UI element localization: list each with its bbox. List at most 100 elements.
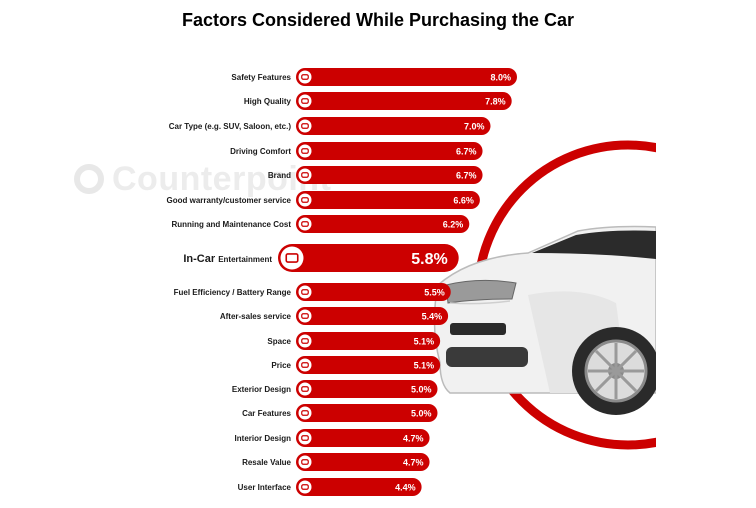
value-label: 7.0% <box>464 122 485 132</box>
icon-glyph <box>301 362 309 368</box>
interior-icon <box>298 431 312 445</box>
value-label: 7.8% <box>485 97 506 107</box>
bar-row: 5.0% Exterior Design <box>232 380 438 398</box>
category-label-part: Entertainment <box>218 255 272 264</box>
bar <box>296 215 470 233</box>
icon-glyph <box>301 459 309 465</box>
icon-glyph <box>301 197 309 203</box>
category-label: After-sales service <box>220 312 292 321</box>
value-label: 4.7% <box>403 434 424 444</box>
bar <box>296 92 512 110</box>
bar <box>296 283 451 301</box>
bar-row: 5.0% Car Features <box>242 404 438 422</box>
icon-glyph <box>301 484 309 490</box>
category-label: Car Type (e.g. SUV, Saloon, etc.) <box>169 122 292 131</box>
entertainment-icon <box>280 246 304 270</box>
maintenance-icon <box>298 217 312 231</box>
bar <box>296 142 483 160</box>
car-icon <box>433 225 656 415</box>
value-label: 6.2% <box>443 220 464 230</box>
category-label: Exterior Design <box>232 385 291 394</box>
bar <box>296 68 517 86</box>
bar <box>296 429 430 447</box>
bar <box>296 191 480 209</box>
bar <box>278 244 459 272</box>
bar-row: 5.5% Fuel Efficiency / Battery Range <box>174 283 451 301</box>
exterior-icon <box>298 382 312 396</box>
bar-row: 4.7% Resale Value <box>242 453 430 471</box>
category-label: Running and Maintenance Cost <box>171 220 291 229</box>
value-label: 8.0% <box>490 73 511 83</box>
bar-row: 5.1% Space <box>267 332 441 350</box>
watermark-logo-icon <box>74 164 104 194</box>
bar <box>296 166 483 184</box>
space-icon <box>298 334 312 348</box>
value-label: 4.4% <box>395 483 416 493</box>
value-label: 6.7% <box>456 171 477 181</box>
service-icon <box>298 309 312 323</box>
warranty-icon <box>298 193 312 207</box>
value-label: 5.8% <box>411 251 447 268</box>
features-icon <box>298 406 312 420</box>
icon-glyph <box>301 338 309 344</box>
car-type-icon <box>298 119 312 133</box>
category-label: User Interface <box>238 483 292 492</box>
icon-glyph <box>301 289 309 295</box>
icon-glyph <box>301 74 309 80</box>
icon-glyph <box>301 313 309 319</box>
value-label: 6.7% <box>456 147 477 157</box>
category-label: In-Car Entertainment <box>183 253 272 265</box>
category-label: Safety Features <box>231 73 291 82</box>
bar <box>296 307 449 325</box>
category-label: Car Features <box>242 409 291 418</box>
bar <box>296 380 438 398</box>
bar-row: 5.4% After-sales service <box>220 307 449 325</box>
icon-glyph <box>301 221 309 227</box>
category-label: High Quality <box>244 97 292 106</box>
bar <box>296 453 430 471</box>
icon-glyph <box>301 148 309 154</box>
category-label-part: In-Car <box>183 253 218 265</box>
value-label: 5.4% <box>422 312 443 322</box>
car-illustration <box>433 140 656 450</box>
category-label: Driving Comfort <box>230 147 291 156</box>
value-label: 5.1% <box>414 337 435 347</box>
bar-row: 7.8% High Quality <box>244 92 512 110</box>
value-label: 4.7% <box>403 458 424 468</box>
value-label: 6.6% <box>453 196 474 206</box>
bar <box>296 117 491 135</box>
bar <box>296 356 441 374</box>
category-label: Space <box>267 337 291 346</box>
bar <box>296 404 438 422</box>
bar-row: 4.4% User Interface <box>238 478 422 496</box>
quality-badge-icon <box>298 94 312 108</box>
bar <box>296 332 441 350</box>
icon-glyph <box>301 123 309 129</box>
watermark: Counterpoint <box>74 160 331 199</box>
category-label: Good warranty/customer service <box>167 196 292 205</box>
brand-icon <box>298 168 312 182</box>
resale-icon <box>298 455 312 469</box>
fuel-icon <box>298 285 312 299</box>
price-icon <box>298 358 312 372</box>
chart-title: Factors Considered While Purchasing the … <box>181 10 575 30</box>
category-label: Interior Design <box>235 434 292 443</box>
bar-row: 4.7% Interior Design <box>235 429 430 447</box>
bar-row: 6.2% Running and Maintenance Cost <box>171 215 470 233</box>
category-label: Fuel Efficiency / Battery Range <box>174 288 292 297</box>
category-label: Price <box>271 361 291 370</box>
icon-glyph <box>301 435 309 441</box>
category-label: Brand <box>268 171 291 180</box>
bar-row: 6.7% Brand <box>268 166 483 184</box>
icon-glyph <box>301 410 309 416</box>
icon-glyph <box>301 386 309 392</box>
seat-icon <box>298 144 312 158</box>
icon-glyph <box>301 172 309 178</box>
value-label: 5.0% <box>411 409 432 419</box>
bars-layer: 8.0% Safety Features 7.8% High Quality 7.0% C… <box>167 68 517 496</box>
bar-row: 6.7% Driving Comfort <box>230 142 483 160</box>
bar <box>296 478 422 496</box>
bar-row: 7.0% Car Type (e.g. SUV, Saloon, etc.) <box>169 117 491 135</box>
value-label: 5.0% <box>411 385 432 395</box>
